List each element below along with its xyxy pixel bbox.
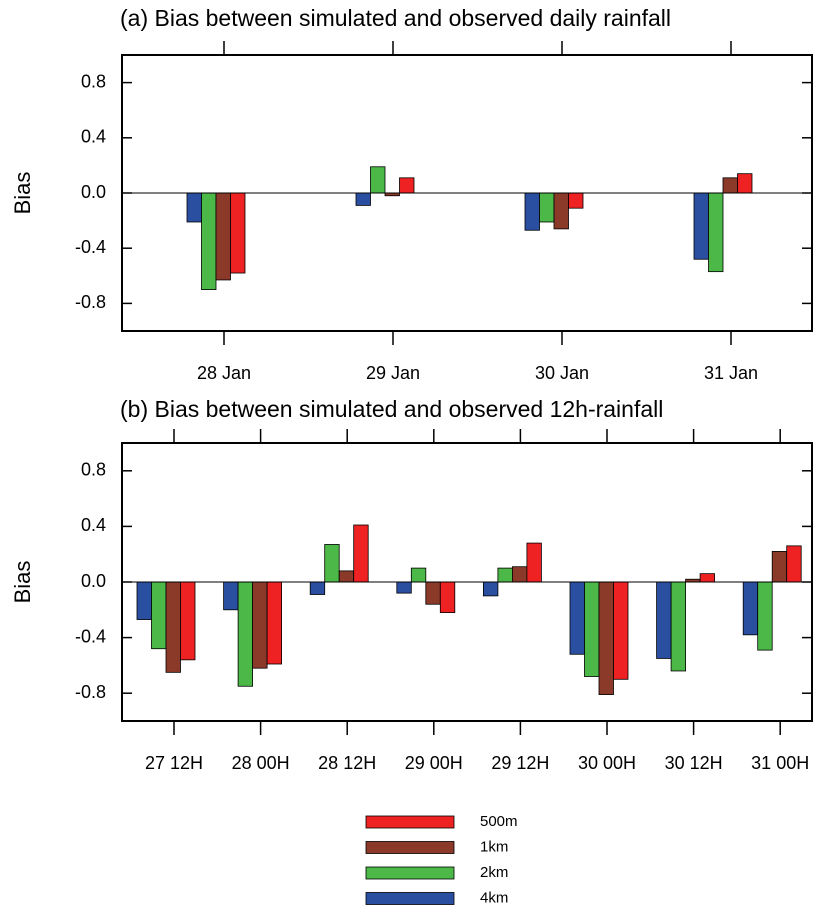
x-tick-label: 29 00H: [405, 753, 463, 773]
legend-swatch: [365, 841, 455, 854]
x-tick-label: 28 Jan: [197, 363, 251, 383]
x-tick-label: 30 12H: [665, 753, 723, 773]
y-tick-label: -0.4: [75, 237, 106, 257]
bar: [539, 192, 555, 223]
bar: [693, 192, 709, 260]
bar: [722, 177, 738, 194]
x-tick-label: 27 12H: [145, 753, 203, 773]
bar: [708, 192, 724, 273]
bar: [309, 581, 326, 595]
x-tick-label: 31 Jan: [704, 363, 758, 383]
x-tick-label: 28 00H: [232, 753, 290, 773]
chart-title: (b) Bias between simulated and observed …: [120, 396, 663, 422]
bar: [771, 551, 788, 583]
y-tick-label: 0.4: [81, 515, 106, 535]
x-tick-label: 29 12H: [491, 753, 549, 773]
legend-label: 1km: [480, 838, 508, 855]
y-tick-label: 0.8: [81, 71, 106, 91]
bar: [186, 192, 202, 223]
x-tick-label: 30 00H: [578, 753, 636, 773]
bar: [568, 192, 584, 209]
bar: [223, 581, 239, 611]
bar: [786, 545, 802, 583]
bar: [355, 192, 371, 206]
chart-title: (a) Bias between simulated and observed …: [120, 5, 671, 31]
y-tick-label: 0.8: [81, 460, 106, 480]
bar: [497, 567, 513, 583]
bar: [338, 570, 355, 583]
bar: [151, 581, 167, 650]
bar: [670, 581, 686, 672]
bar: [230, 192, 246, 274]
legend-label: 500m: [480, 813, 518, 830]
bar: [215, 192, 231, 281]
plot-frame: [121, 442, 813, 722]
legend-swatch: [365, 892, 455, 905]
bar: [742, 581, 759, 636]
bar: [266, 581, 283, 665]
bar: [757, 581, 773, 651]
bar: [656, 581, 672, 659]
y-tick-label: 0.4: [81, 127, 106, 147]
bar: [526, 542, 542, 583]
y-axis-label: Bias: [10, 561, 35, 604]
bar: [439, 581, 456, 613]
x-tick-label: 31 00H: [751, 753, 809, 773]
bar: [613, 581, 629, 680]
bar: [512, 566, 528, 583]
legend-label: 4km: [480, 889, 508, 906]
y-tick-label: -0.8: [75, 292, 106, 312]
bar: [136, 581, 152, 620]
bar: [584, 581, 600, 677]
bar: [324, 544, 340, 583]
bar: [553, 192, 569, 230]
legend-swatch: [365, 866, 455, 880]
x-tick-label: 30 Jan: [535, 363, 589, 383]
y-tick-label: 0.0: [81, 571, 106, 591]
bar: [482, 581, 499, 597]
bar: [180, 581, 196, 661]
bar: [396, 581, 412, 594]
bar: [165, 581, 181, 673]
bar: [252, 581, 268, 669]
bar: [569, 581, 585, 655]
bar: [737, 173, 753, 194]
legend-label: 2km: [480, 864, 508, 881]
bar: [410, 567, 427, 583]
bar: [237, 581, 254, 687]
plot-frame: [121, 54, 813, 332]
y-tick-label: 0.0: [81, 182, 106, 202]
bar: [598, 581, 614, 695]
x-tick-label: 29 Jan: [366, 363, 420, 383]
bar: [524, 192, 540, 231]
bar: [370, 166, 386, 194]
x-tick-label: 28 12H: [318, 753, 376, 773]
bar: [201, 192, 217, 290]
y-axis-label: Bias: [10, 172, 35, 215]
bar: [399, 177, 415, 194]
bar: [699, 573, 715, 583]
y-tick-label: -0.4: [75, 626, 106, 646]
bar: [353, 524, 369, 583]
y-tick-label: -0.8: [75, 682, 106, 702]
legend-swatch: [365, 815, 455, 829]
bar: [425, 581, 441, 605]
